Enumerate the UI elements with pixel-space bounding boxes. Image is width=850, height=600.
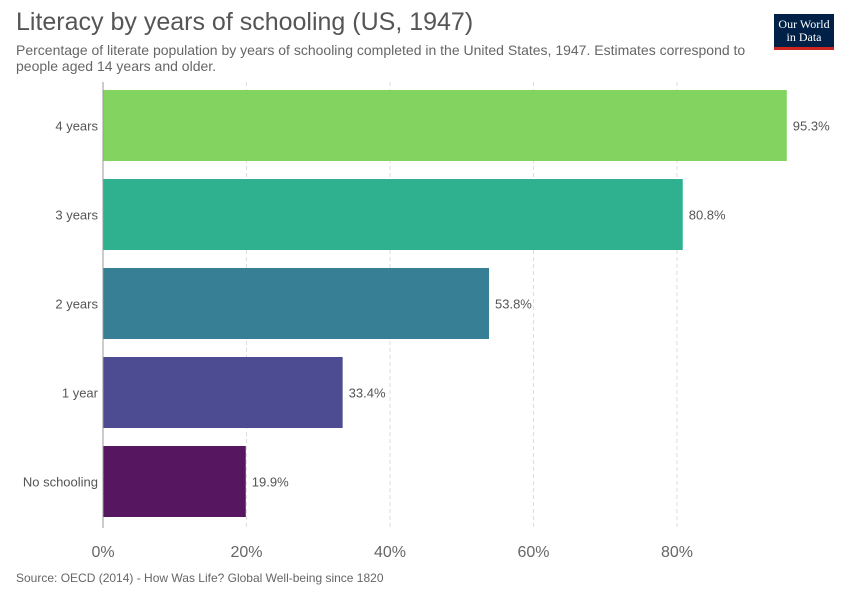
data-label: 19.9%	[252, 475, 289, 490]
logo-line-1: Our World	[778, 17, 830, 31]
chart-title: Literacy by years of schooling (US, 1947…	[16, 8, 474, 36]
source-note: Source: OECD (2014) - How Was Life? Glob…	[16, 571, 384, 585]
category-label: 4 years	[55, 119, 98, 134]
x-tick-label: 40%	[374, 544, 406, 561]
category-label: 1 year	[62, 386, 99, 401]
bar[interactable]	[103, 357, 343, 428]
bars: 95.3% 80.8% 53.8% 33.4% 19.9%	[103, 90, 830, 517]
category-label: 2 years	[55, 297, 98, 312]
category-label: No schooling	[23, 475, 98, 490]
chart-subtitle: Percentage of literate population by yea…	[16, 42, 746, 74]
grid-lines	[246, 82, 678, 528]
bar[interactable]	[103, 179, 683, 250]
data-label: 33.4%	[349, 386, 386, 401]
data-label: 80.8%	[689, 208, 726, 223]
logo-line-2: in Data	[786, 30, 822, 44]
data-label: 53.8%	[495, 297, 532, 312]
data-label: 95.3%	[793, 119, 830, 134]
y-axis: 4 years 3 years 2 years 1 year No schooling	[23, 82, 104, 528]
bar[interactable]	[103, 268, 490, 339]
owid-logo[interactable]: Our World in Data	[774, 14, 834, 50]
x-tick-label: 60%	[517, 544, 549, 561]
bar[interactable]	[103, 90, 787, 161]
x-tick-label: 0%	[91, 544, 114, 561]
x-tick-label: 80%	[661, 544, 693, 561]
category-label: 3 years	[55, 208, 98, 223]
x-axis: 0% 20% 40% 60% 80%	[91, 544, 693, 561]
x-tick-label: 20%	[230, 544, 262, 561]
bar[interactable]	[103, 446, 246, 517]
